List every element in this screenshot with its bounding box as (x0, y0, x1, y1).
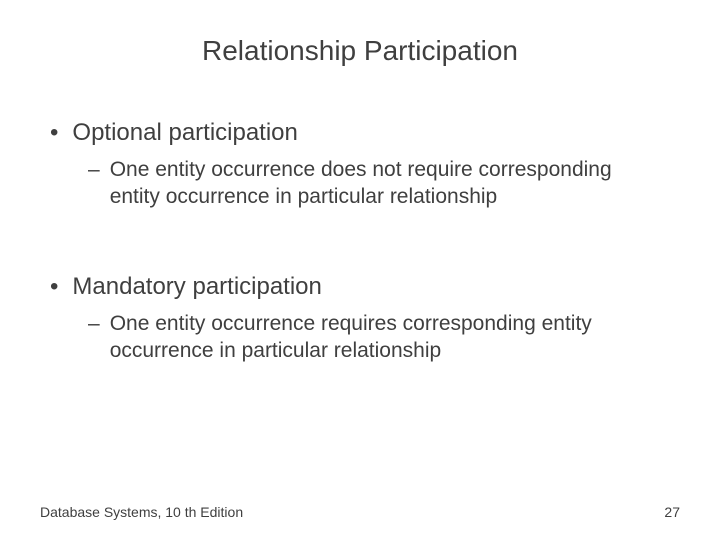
bullet-dot-icon: • (50, 271, 58, 302)
bullet-label: Optional participation (72, 117, 297, 148)
subbullet-mandatory: – One entity occurrence requires corresp… (88, 310, 640, 365)
slide-title: Relationship Participation (40, 35, 680, 67)
bullet-mandatory: • Mandatory participation (50, 271, 680, 302)
bullet-dash-icon: – (88, 310, 100, 337)
bullet-optional: • Optional participation (50, 117, 680, 148)
page-number: 27 (664, 504, 680, 520)
subbullet-optional: – One entity occurrence does not require… (88, 156, 640, 211)
subbullet-text: One entity occurrence requires correspon… (110, 310, 640, 365)
bullet-label: Mandatory participation (72, 271, 321, 302)
footer-left: Database Systems, 10 th Edition (40, 504, 243, 520)
bullet-dash-icon: – (88, 156, 100, 183)
spacer (40, 251, 680, 271)
bullet-dot-icon: • (50, 117, 58, 148)
footer: Database Systems, 10 th Edition 27 (40, 504, 680, 520)
subbullet-text: One entity occurrence does not require c… (110, 156, 640, 211)
slide: Relationship Participation • Optional pa… (0, 0, 720, 540)
